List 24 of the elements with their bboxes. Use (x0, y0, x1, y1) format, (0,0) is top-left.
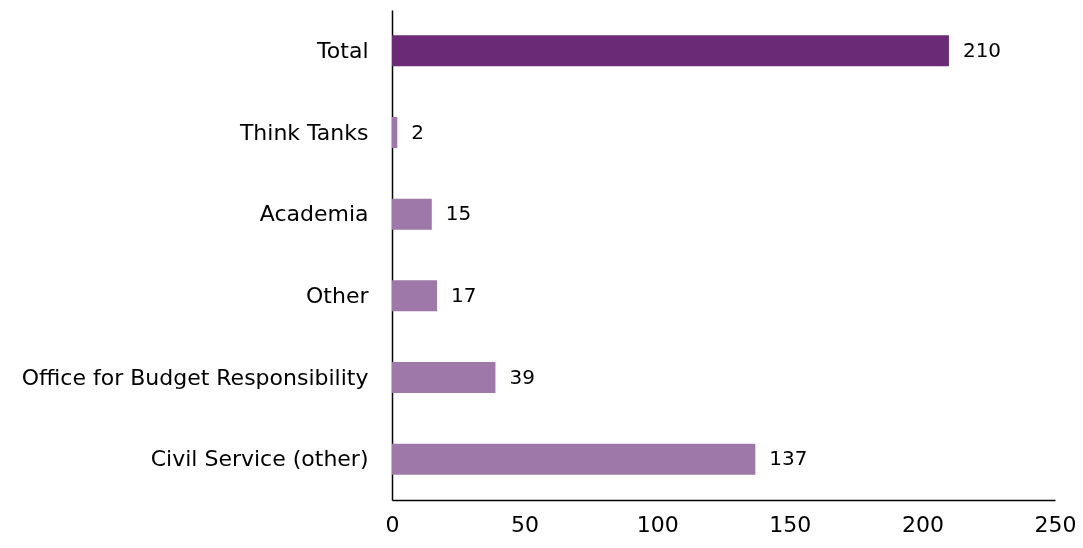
y-tick-label: Civil Service (other) (150, 446, 369, 472)
bar (392, 443, 756, 475)
data-label: 210 (962, 37, 1002, 62)
data-label: 15 (445, 201, 472, 226)
y-tick-label: Think Tanks (238, 119, 369, 145)
data-label: 39 (509, 364, 535, 389)
bar (392, 198, 432, 230)
x-tick-label: 200 (901, 511, 944, 537)
y-tick-label: Total (316, 37, 369, 63)
y-tick-label: Office for Budget Responsibility (21, 364, 369, 390)
y-tick-label: Other (306, 282, 370, 308)
x-tick-label: 50 (511, 511, 540, 537)
bar (392, 116, 398, 149)
data-label: 137 (769, 446, 808, 471)
bar (392, 35, 949, 67)
x-tick-label: 150 (769, 511, 812, 537)
data-label: 17 (451, 282, 477, 307)
data-label: 2 (411, 119, 425, 144)
x-tick-label: 250 (1034, 511, 1077, 537)
x-tick-label: 0 (385, 511, 400, 537)
x-tick-label: 100 (636, 511, 679, 537)
y-tick-label: Academia (259, 201, 369, 227)
bar (392, 361, 496, 394)
bar (392, 280, 438, 312)
